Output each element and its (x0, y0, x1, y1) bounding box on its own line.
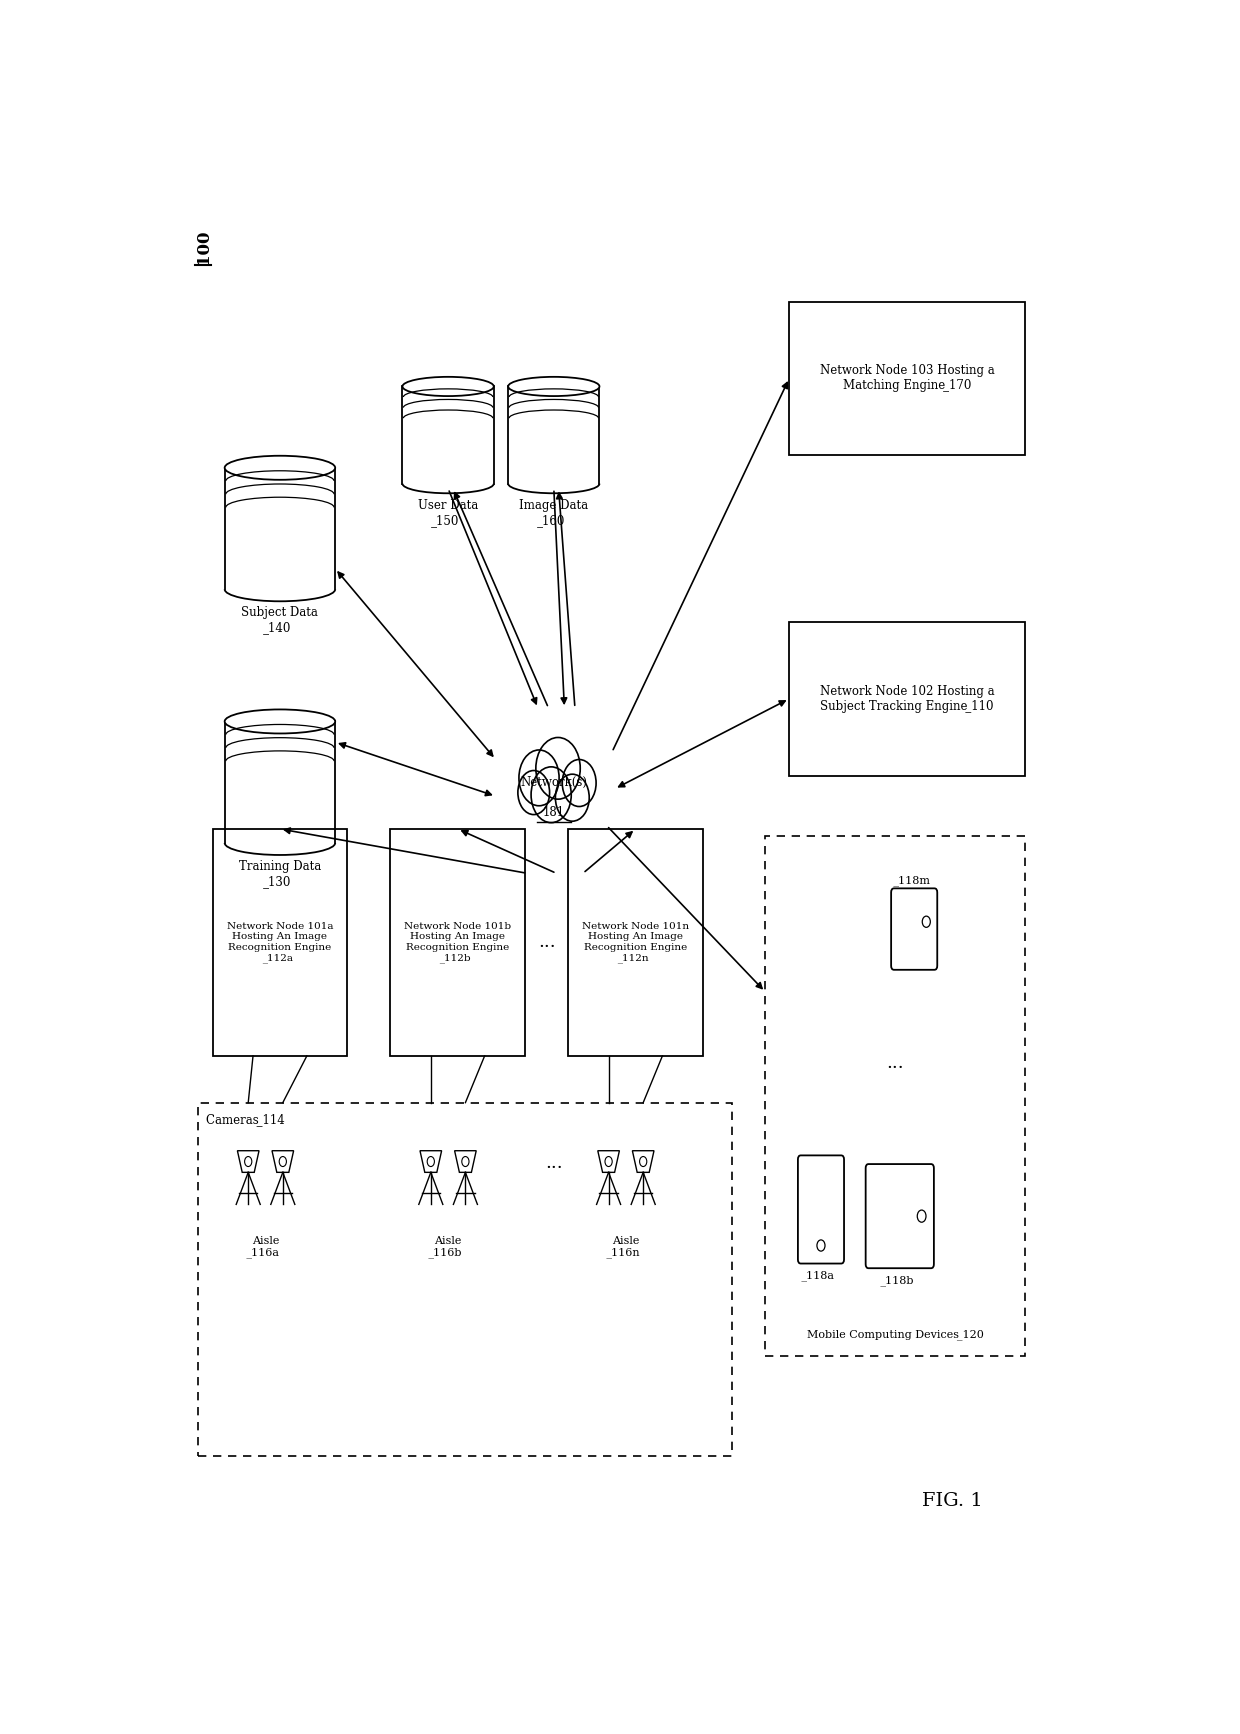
Text: Image Data
̲160: Image Data ̲160 (520, 499, 588, 527)
Text: Network Node 102 Hosting a
Subject Tracking Engine ̲110: Network Node 102 Hosting a Subject Track… (820, 685, 994, 713)
FancyBboxPatch shape (403, 387, 494, 484)
Text: Subject Data
̲140: Subject Data ̲140 (242, 605, 319, 635)
Text: ...: ... (538, 933, 556, 952)
Text: Network Node 101b
Hosting An Image
Recognition Engine
̲112b: Network Node 101b Hosting An Image Recog… (404, 922, 511, 962)
Text: User Data
̲150: User Data ̲150 (418, 499, 479, 527)
Ellipse shape (224, 709, 335, 733)
Circle shape (562, 759, 596, 806)
Polygon shape (420, 1151, 441, 1172)
Bar (765, 836, 1024, 1356)
FancyBboxPatch shape (797, 1155, 844, 1264)
Text: Cameras ̲114: Cameras ̲114 (206, 1113, 285, 1127)
Ellipse shape (508, 376, 599, 395)
Polygon shape (237, 1151, 259, 1172)
Polygon shape (632, 1151, 653, 1172)
Circle shape (244, 1157, 252, 1167)
Circle shape (531, 766, 572, 822)
Circle shape (518, 751, 559, 806)
Text: Aisle
̲116b: Aisle ̲116b (434, 1236, 463, 1259)
Text: Network(s): Network(s) (521, 775, 588, 789)
Ellipse shape (403, 376, 494, 395)
Text: Aisle
̲116n: Aisle ̲116n (611, 1236, 640, 1259)
Bar (213, 829, 347, 1056)
Bar (789, 623, 1024, 775)
FancyBboxPatch shape (866, 1164, 934, 1268)
Bar (198, 1103, 732, 1457)
Circle shape (536, 737, 580, 799)
Ellipse shape (224, 456, 335, 480)
Text: Network Node 103 Hosting a
Matching Engine ̲170: Network Node 103 Hosting a Matching Engi… (820, 364, 994, 392)
Text: ̲118b: ̲118b (885, 1274, 914, 1285)
Bar (789, 302, 1024, 454)
FancyBboxPatch shape (224, 721, 335, 843)
Text: Aisle
̲116a: Aisle ̲116a (252, 1236, 279, 1259)
FancyBboxPatch shape (508, 387, 599, 484)
Text: 181: 181 (543, 806, 565, 820)
Circle shape (556, 773, 589, 822)
Polygon shape (598, 1151, 620, 1172)
Polygon shape (272, 1151, 294, 1172)
Text: Network Node 101n
Hosting An Image
Recognition Engine
̲112n: Network Node 101n Hosting An Image Recog… (582, 922, 689, 962)
Circle shape (518, 770, 549, 815)
Bar (391, 829, 525, 1056)
Text: ...: ... (887, 1054, 904, 1072)
Circle shape (461, 1157, 469, 1167)
Text: ̲118a: ̲118a (807, 1271, 835, 1281)
Text: FIG. 1: FIG. 1 (923, 1491, 983, 1510)
Polygon shape (455, 1151, 476, 1172)
Text: ̲118m: ̲118m (898, 876, 930, 886)
Bar (568, 829, 703, 1056)
Circle shape (279, 1157, 286, 1167)
Circle shape (428, 1157, 434, 1167)
FancyBboxPatch shape (224, 468, 335, 590)
Circle shape (605, 1157, 613, 1167)
Text: ...: ... (546, 1153, 563, 1172)
Circle shape (640, 1157, 647, 1167)
Text: Training Data
̲130: Training Data ̲130 (239, 860, 321, 888)
Text: Network Node 101a
Hosting An Image
Recognition Engine
̲112a: Network Node 101a Hosting An Image Recog… (227, 922, 334, 962)
FancyBboxPatch shape (892, 888, 937, 969)
Text: 100: 100 (195, 229, 212, 264)
Text: Mobile Computing Devices ̲120: Mobile Computing Devices ̲120 (806, 1330, 983, 1340)
